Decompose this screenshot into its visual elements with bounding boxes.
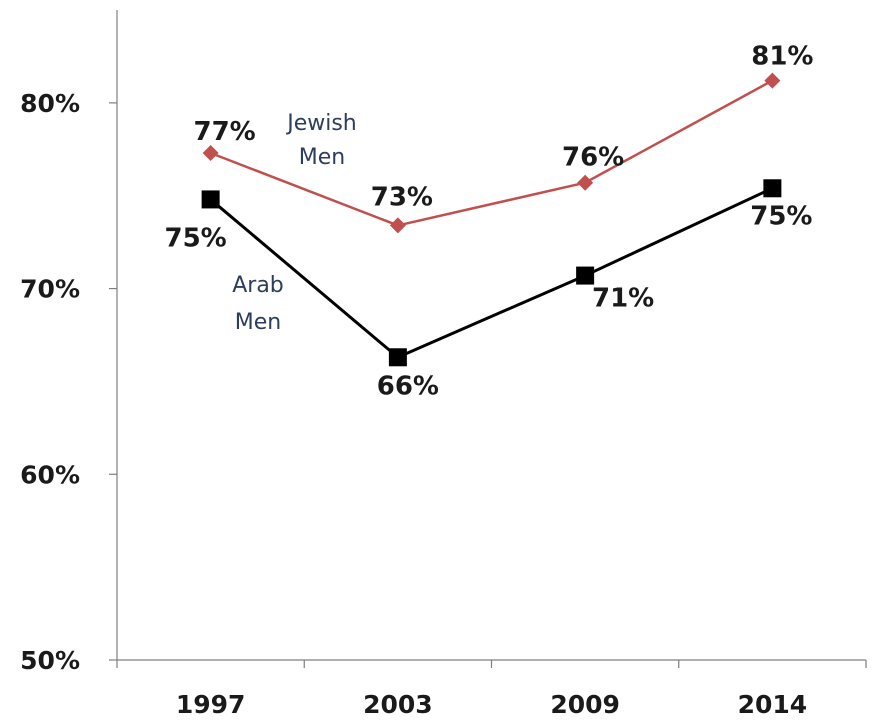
series-point-diamond: [389, 217, 406, 234]
y-tick-label: 60%: [20, 460, 80, 489]
series-name-label: Arab: [232, 273, 284, 298]
series-point-diamond: [764, 72, 781, 89]
chart-ticks: 50% 60% 70% 80% 1997 2003 2009 2014: [20, 89, 867, 719]
series-line: [209, 186, 774, 359]
data-label: 73%: [371, 182, 433, 212]
series-name-label: Men: [299, 145, 345, 170]
chart-series: [201, 72, 782, 367]
chart-axes: [116, 10, 866, 661]
data-label: 75%: [750, 201, 812, 231]
data-label: 76%: [562, 143, 624, 173]
data-label: 81%: [751, 42, 813, 72]
series-line: [210, 79, 773, 227]
series-name-label: Men: [235, 310, 281, 335]
x-tick-label: 2009: [550, 690, 620, 719]
series-point-square: [388, 348, 407, 367]
x-tick-label: 2003: [363, 690, 433, 719]
series-point-diamond: [577, 174, 594, 191]
x-tick-label: 1997: [176, 690, 246, 719]
series-name-label: Jewish: [285, 111, 357, 136]
data-label: 75%: [165, 223, 227, 253]
y-tick-label: 80%: [20, 89, 80, 118]
y-tick-label: 50%: [20, 646, 80, 675]
data-label: 77%: [194, 117, 256, 147]
series-point-square: [763, 179, 782, 198]
data-label: 71%: [592, 284, 654, 314]
series-point-square: [201, 190, 220, 209]
data-label: 66%: [377, 371, 439, 401]
series-point-diamond: [202, 145, 219, 161]
y-tick-label: 70%: [20, 275, 80, 304]
x-tick-label: 2014: [738, 690, 808, 719]
series-point-square: [576, 266, 595, 285]
